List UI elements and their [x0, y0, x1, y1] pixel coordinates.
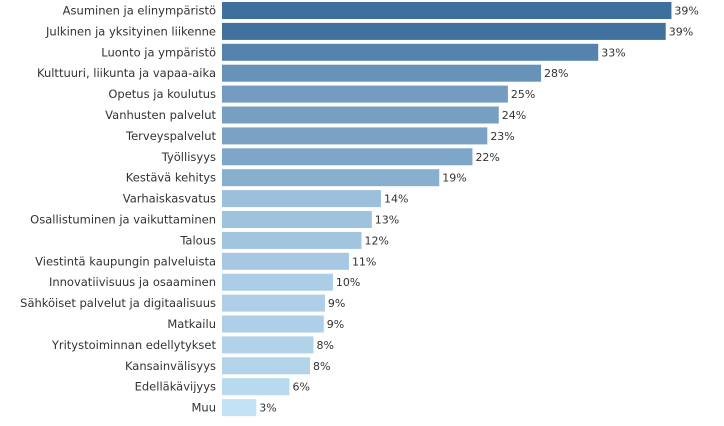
bar-row: Asuminen ja elinympäristö 39% [63, 2, 699, 19]
bar-row: Luonto ja ympäristö 33% [101, 43, 626, 61]
value-label: 11% [352, 255, 376, 268]
bar [222, 43, 599, 61]
category-label: Kulttuuri, liikunta ja vapaa-aika [37, 66, 216, 80]
bar [222, 64, 542, 82]
category-label: Talous [179, 233, 216, 247]
value-label: 24% [502, 109, 526, 122]
bar [222, 148, 473, 166]
bar-row: Viestintä kaupungin palveluista 11% [35, 252, 376, 270]
bar-row: Vanhusten palvelut 24% [105, 106, 526, 124]
category-label: Kestävä kehitys [126, 171, 216, 185]
category-label: Innovatiivisuus ja osaaminen [49, 275, 216, 289]
value-label: 39% [669, 25, 693, 38]
bar-row: Varhaiskasvatus 14% [123, 190, 408, 208]
category-label: Työllisyys [161, 150, 216, 164]
value-label: 8% [313, 360, 330, 373]
category-label: Yritystoiminnan edellytykset [51, 338, 217, 352]
bar [222, 2, 672, 19]
category-label: Varhaiskasvatus [123, 192, 216, 206]
value-label: 22% [475, 151, 499, 164]
bar [222, 211, 372, 228]
category-label: Opetus ja koulutus [108, 87, 216, 101]
bar-row: Yritystoiminnan edellytykset 8% [51, 336, 334, 354]
value-label: 3% [259, 402, 276, 415]
value-label: 10% [336, 276, 360, 289]
bar-row: Kestävä kehitys 19% [126, 169, 467, 187]
value-label: 23% [490, 130, 514, 143]
bar [222, 252, 349, 270]
bar [222, 294, 325, 312]
bar [222, 315, 324, 333]
value-label: 6% [292, 381, 309, 394]
bar [222, 22, 666, 40]
bar-row: Opetus ja koulutus 25% [108, 85, 535, 103]
value-label: 14% [384, 193, 408, 206]
category-label: Sähköiset palvelut ja digitaalisuus [20, 296, 216, 310]
category-label: Kansainvälisyys [125, 359, 216, 373]
bars-layer: Asuminen ja elinympäristö 39%Julkinen ja … [20, 2, 699, 417]
bar-row: Kulttuuri, liikunta ja vapaa-aika 28% [37, 64, 569, 82]
bar [222, 106, 499, 124]
value-label: 9% [328, 297, 345, 310]
value-label: 12% [365, 234, 389, 247]
bar-row: Edelläkävijyys 6% [135, 378, 310, 396]
category-label: Edelläkävijyys [135, 380, 216, 394]
bar-row: Matkailu 9% [167, 315, 344, 333]
category-label: Osallistuminen ja vaikuttaminen [30, 213, 216, 227]
category-label: Vanhusten palvelut [105, 108, 216, 122]
bar-row: Terveyspalvelut 23% [125, 127, 515, 145]
bar-row: Muu 3% [192, 399, 277, 417]
category-label: Terveyspalvelut [125, 129, 216, 143]
bar [222, 399, 257, 417]
bar-row: Sähköiset palvelut ja digitaalisuus 9% [20, 294, 345, 312]
bar-row: Julkinen ja yksityinen liikenne 39% [45, 22, 693, 40]
category-label: Viestintä kaupungin palveluista [35, 254, 216, 268]
bar [222, 378, 290, 396]
bar [222, 231, 362, 249]
value-label: 19% [442, 172, 466, 185]
value-label: 9% [327, 318, 344, 331]
bar [222, 273, 333, 291]
category-label: Julkinen ja yksityinen liikenne [45, 24, 216, 38]
bar [222, 190, 381, 208]
value-label: 28% [544, 67, 568, 80]
bar-row: Talous 12% [179, 231, 389, 249]
bar-row: Työllisyys 22% [161, 148, 500, 166]
category-label: Luonto ja ympäristö [101, 45, 216, 59]
value-label: 25% [511, 88, 535, 101]
category-label: Muu [192, 401, 217, 415]
value-label: 33% [601, 46, 625, 59]
bar-row: Osallistuminen ja vaikuttaminen 13% [30, 211, 399, 228]
bar [222, 336, 314, 354]
bar [222, 127, 488, 145]
bar-row: Innovatiivisuus ja osaaminen 10% [49, 273, 360, 291]
bar [222, 357, 311, 375]
bar [222, 169, 440, 187]
category-label: Matkailu [167, 317, 216, 331]
bar [222, 85, 508, 103]
value-label: 8% [316, 339, 333, 352]
value-label: 13% [375, 214, 399, 227]
value-label: 39% [674, 5, 698, 18]
bar-row: Kansainvälisyys 8% [125, 357, 331, 375]
category-label: Asuminen ja elinympäristö [63, 4, 216, 18]
